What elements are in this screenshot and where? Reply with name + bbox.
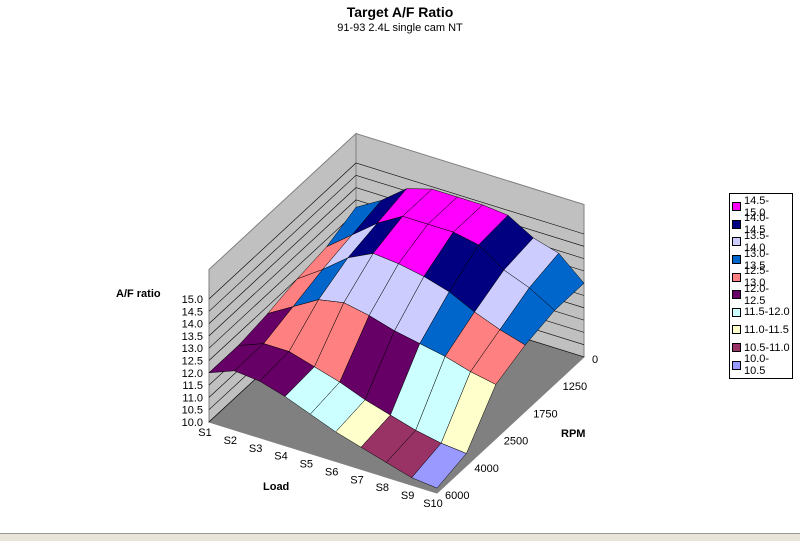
load-axis-title: Load xyxy=(263,481,290,493)
load-tick-label: S6 xyxy=(325,466,338,478)
z-tick-label: 14.5 xyxy=(182,306,203,318)
load-tick-label: S7 xyxy=(350,474,363,486)
load-tick-label: S3 xyxy=(249,443,262,455)
legend-swatch xyxy=(732,343,741,353)
load-tick-label: S5 xyxy=(300,459,313,471)
z-tick-label: 15.0 xyxy=(182,294,203,306)
legend-swatch xyxy=(732,237,741,247)
legend-label: 10.5-11.0 xyxy=(744,341,790,354)
z-tick-label: 10.5 xyxy=(182,405,203,417)
legend-item: 12.0-12.5 xyxy=(732,282,790,307)
legend-label: 14.0-14.5 xyxy=(744,212,770,237)
legend-label: 13.5-14.0 xyxy=(744,229,770,254)
rpm-tick-label: 0 xyxy=(592,354,598,366)
legend-label: 10.0-10.5 xyxy=(744,353,770,378)
legend-swatch xyxy=(732,360,741,370)
z-tick-label: 12.0 xyxy=(182,368,203,380)
rpm-tick-label: 4000 xyxy=(474,463,498,475)
legend-item: 13.5-14.0 xyxy=(732,229,790,254)
z-tick-label: 11.0 xyxy=(182,392,203,404)
rpm-tick-label: 1250 xyxy=(563,381,587,393)
status-bar xyxy=(0,533,800,541)
legend-label: 11.0-11.5 xyxy=(744,323,789,336)
legend-swatch xyxy=(732,290,741,300)
legend-item: 11.5-12.0 xyxy=(732,304,790,322)
z-tick-label: 11.5 xyxy=(182,380,203,392)
load-tick-label: S8 xyxy=(376,482,389,494)
load-tick-label: S10 xyxy=(423,498,443,510)
z-tick-label: 10.0 xyxy=(182,417,203,429)
legend-swatch xyxy=(732,255,741,265)
legend: 14.5-15.0 14.0-14.5 13.5-14.0 13.0-13.5 12.5… xyxy=(729,193,793,379)
z-tick-label: 12.5 xyxy=(182,356,203,368)
z-tick-label: 13.5 xyxy=(182,331,203,343)
load-tick-label: S9 xyxy=(401,490,414,502)
load-tick-label: S4 xyxy=(274,451,287,463)
legend-label: 12.5-13.0 xyxy=(744,265,770,290)
chart-subtitle: 91-93 2.4L single cam NT xyxy=(337,22,463,34)
legend-item: 10.5-11.0 xyxy=(732,339,790,357)
legend-item: 14.5-15.0 xyxy=(732,194,790,219)
rpm-tick-label: 6000 xyxy=(445,490,469,502)
legend-item: 11.0-11.5 xyxy=(732,321,790,339)
legend-item: 14.0-14.5 xyxy=(732,212,790,236)
legend-item: 12.5-13.0 xyxy=(732,265,790,290)
load-tick-label: S1 xyxy=(198,427,211,439)
legend-label: 11.5-12.0 xyxy=(744,306,790,319)
legend-label: 14.5-15.0 xyxy=(744,194,770,219)
rpm-tick-label: 1750 xyxy=(533,408,557,420)
surface-patch xyxy=(411,442,467,489)
load-tick-label: S2 xyxy=(224,435,237,447)
z-tick-label: 14.0 xyxy=(182,319,203,331)
legend-swatch xyxy=(732,272,741,282)
legend-item: 10.0-10.5 xyxy=(732,353,790,378)
chart-title: Target A/F Ratio xyxy=(346,4,454,20)
z-tick-label: 13.0 xyxy=(182,343,203,355)
legend-swatch xyxy=(732,202,741,212)
legend-swatch xyxy=(732,307,741,317)
z-axis-title: A/F ratio xyxy=(116,288,161,300)
legend-label: 12.0-12.5 xyxy=(744,282,770,307)
rpm-axis-title: RPM xyxy=(561,428,586,440)
gridline xyxy=(208,162,585,300)
legend-item: 13.0-13.5 xyxy=(732,247,790,272)
rpm-tick-label: 2500 xyxy=(504,436,528,448)
legend-label: 13.0-13.5 xyxy=(744,247,770,272)
legend-swatch xyxy=(732,219,741,229)
legend-swatch xyxy=(732,325,741,335)
